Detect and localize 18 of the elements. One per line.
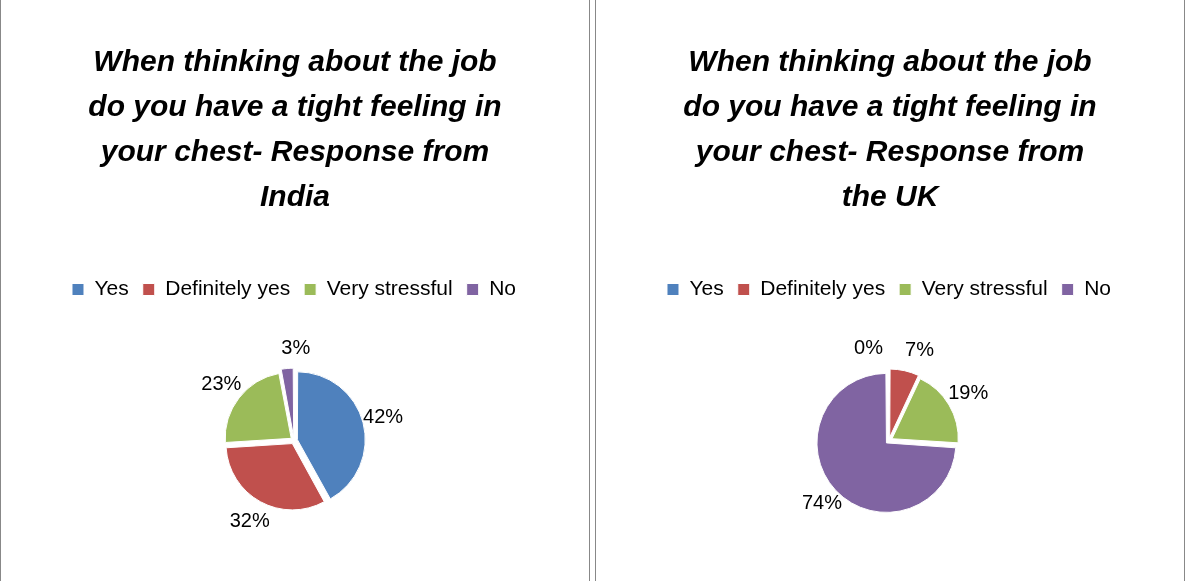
legend-label: Very stressful xyxy=(326,276,453,300)
legend-label: Very stressful xyxy=(921,276,1048,300)
data-label: 19% xyxy=(948,381,989,404)
legend-label: Definitely yes xyxy=(165,276,291,300)
data-label: 32% xyxy=(229,508,270,531)
legend-label: No xyxy=(489,276,517,300)
data-label: 74% xyxy=(801,490,843,513)
legend-label: Yes xyxy=(689,276,724,300)
chart-title: When thinking about the job do you have a tight feeling in your chest- Response from the UK xyxy=(682,43,1098,214)
data-label: 23% xyxy=(201,371,242,394)
legend-label: No xyxy=(1084,276,1112,300)
legend-label: Definitely yes xyxy=(760,276,886,300)
data-label: 42% xyxy=(363,405,404,428)
legend-label: Yes xyxy=(94,276,129,300)
chart-title: When thinking about the job do you have a tight feeling in your chest- Response from India xyxy=(87,43,503,214)
data-label: 7% xyxy=(905,338,935,361)
data-label: 3% xyxy=(281,336,311,359)
text: 0% xyxy=(854,336,883,359)
